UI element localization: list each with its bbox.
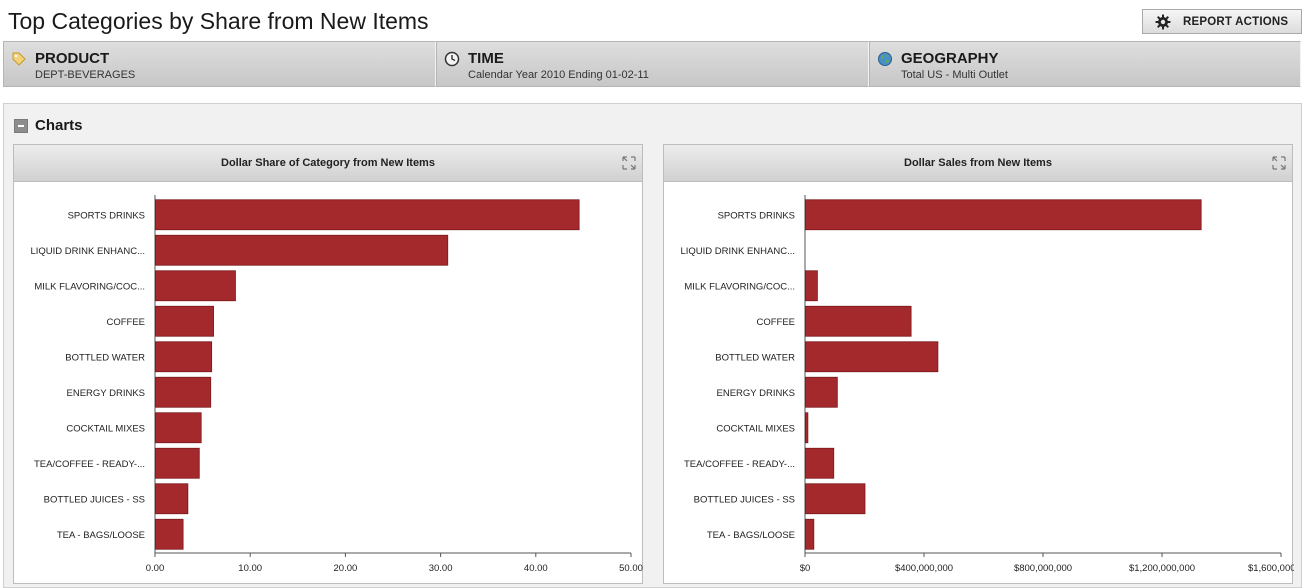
bar[interactable] — [155, 447, 200, 479]
bar[interactable] — [805, 412, 809, 444]
filter-product-value: DEPT-BEVERAGES — [35, 69, 136, 81]
x-tick-label: 50.00 — [619, 563, 643, 574]
y-tick-label: COFFEE — [756, 317, 795, 328]
y-tick-label: MILK FLAVORING/COC... — [34, 281, 145, 292]
y-tick-label: ENERGY DRINKS — [67, 388, 145, 399]
bar[interactable] — [805, 305, 912, 337]
bar[interactable] — [805, 376, 838, 408]
x-tick-label: $400,000,000 — [895, 563, 953, 574]
bar[interactable] — [155, 199, 580, 231]
y-tick-label: BOTTLED WATER — [715, 352, 795, 363]
y-tick-label: TEA/COFFEE - READY-... — [34, 459, 145, 470]
bar[interactable] — [155, 270, 236, 302]
chart-header: Dollar Sales from New Items — [664, 145, 1292, 182]
filter-time-value: Calendar Year 2010 Ending 01-02-11 — [468, 69, 649, 81]
bar[interactable] — [155, 234, 449, 266]
y-tick-label: BOTTLED WATER — [65, 352, 145, 363]
y-tick-label: BOTTLED JUICES - SS — [694, 494, 795, 505]
y-tick-label: TEA/COFFEE - READY-... — [684, 459, 795, 470]
clock-icon — [444, 51, 460, 67]
x-tick-label: 10.00 — [238, 563, 262, 574]
y-tick-label: COCKTAIL MIXES — [66, 423, 145, 434]
bar[interactable] — [155, 341, 213, 373]
y-tick-label: LIQUID DRINK ENHANC... — [30, 246, 145, 257]
expand-icon[interactable] — [622, 156, 636, 170]
x-tick-label: $1,600,000,000 — [1248, 563, 1294, 574]
x-tick-label: 0.00 — [146, 563, 165, 574]
y-tick-label: COCKTAIL MIXES — [716, 423, 795, 434]
chart-plot: SPORTS DRINKS LIQUID DRINK ENHANC... MILK … — [680, 195, 1294, 574]
y-tick-label: BOTTLED JUICES - SS — [44, 494, 145, 505]
bar[interactable] — [805, 447, 835, 479]
chart-dollar-sales: Dollar Sales from New Items SPORTS DRINK… — [663, 144, 1294, 584]
page-title: Top Categories by Share from New Items — [8, 8, 429, 34]
tag-icon — [12, 52, 26, 66]
bar[interactable] — [805, 483, 866, 515]
bar[interactable] — [155, 412, 202, 444]
y-tick-label: SPORTS DRINKS — [718, 210, 795, 221]
y-tick-label: COFFEE — [106, 317, 145, 328]
filter-geography-title: GEOGRAPHY — [901, 50, 999, 67]
bar[interactable] — [155, 376, 212, 408]
bar[interactable] — [805, 341, 939, 373]
bar[interactable] — [805, 518, 815, 550]
report-actions-button[interactable]: REPORT ACTIONS — [1142, 9, 1302, 34]
filter-geography-value: Total US - Multi Outlet — [901, 69, 1008, 81]
y-tick-label: TEA - BAGS/LOOSE — [707, 530, 795, 541]
expand-icon[interactable] — [1272, 156, 1286, 170]
bar[interactable] — [805, 199, 1202, 231]
bar[interactable] — [805, 270, 818, 302]
y-tick-label: SPORTS DRINKS — [68, 210, 145, 221]
x-tick-label: $1,200,000,000 — [1129, 563, 1195, 574]
gear-icon — [1155, 14, 1171, 29]
filter-time-title: TIME — [468, 50, 504, 67]
chart-dollar-share: Dollar Share of Category from New Items … — [13, 144, 643, 584]
bar[interactable] — [155, 305, 214, 337]
chart-header: Dollar Share of Category from New Items — [14, 145, 642, 182]
chart-title: Dollar Sales from New Items — [904, 157, 1052, 169]
charts-section-label: Charts — [35, 117, 83, 134]
globe-icon — [878, 52, 892, 66]
filter-geography[interactable]: GEOGRAPHY Total US - Multi Outlet — [869, 41, 1301, 87]
collapse-icon[interactable] — [14, 118, 28, 133]
bar[interactable] — [155, 483, 189, 515]
filter-product[interactable]: PRODUCT DEPT-BEVERAGES — [3, 41, 436, 87]
charts-panel: Charts Dollar Share of Category from New… — [3, 103, 1302, 588]
bar[interactable] — [155, 518, 184, 550]
x-tick-label: 40.00 — [524, 563, 548, 574]
y-tick-label: TEA - BAGS/LOOSE — [57, 530, 145, 541]
x-tick-label: $0 — [800, 563, 811, 574]
filter-bar: PRODUCT DEPT-BEVERAGES TIME Calendar Yea… — [3, 41, 1301, 87]
chart-title: Dollar Share of Category from New Items — [221, 157, 435, 169]
y-tick-label: LIQUID DRINK ENHANC... — [680, 246, 795, 257]
filter-product-title: PRODUCT — [35, 50, 110, 67]
x-tick-label: $800,000,000 — [1014, 563, 1072, 574]
x-tick-label: 30.00 — [429, 563, 453, 574]
charts-section-header: Charts — [14, 117, 83, 134]
filter-time[interactable]: TIME Calendar Year 2010 Ending 01-02-11 — [436, 41, 869, 87]
y-tick-label: MILK FLAVORING/COC... — [684, 281, 795, 292]
chart-plot: SPORTS DRINKS LIQUID DRINK ENHANC... MILK … — [30, 195, 643, 574]
report-actions-label: REPORT ACTIONS — [1183, 15, 1289, 28]
y-tick-label: ENERGY DRINKS — [717, 388, 795, 399]
x-tick-label: 20.00 — [334, 563, 358, 574]
